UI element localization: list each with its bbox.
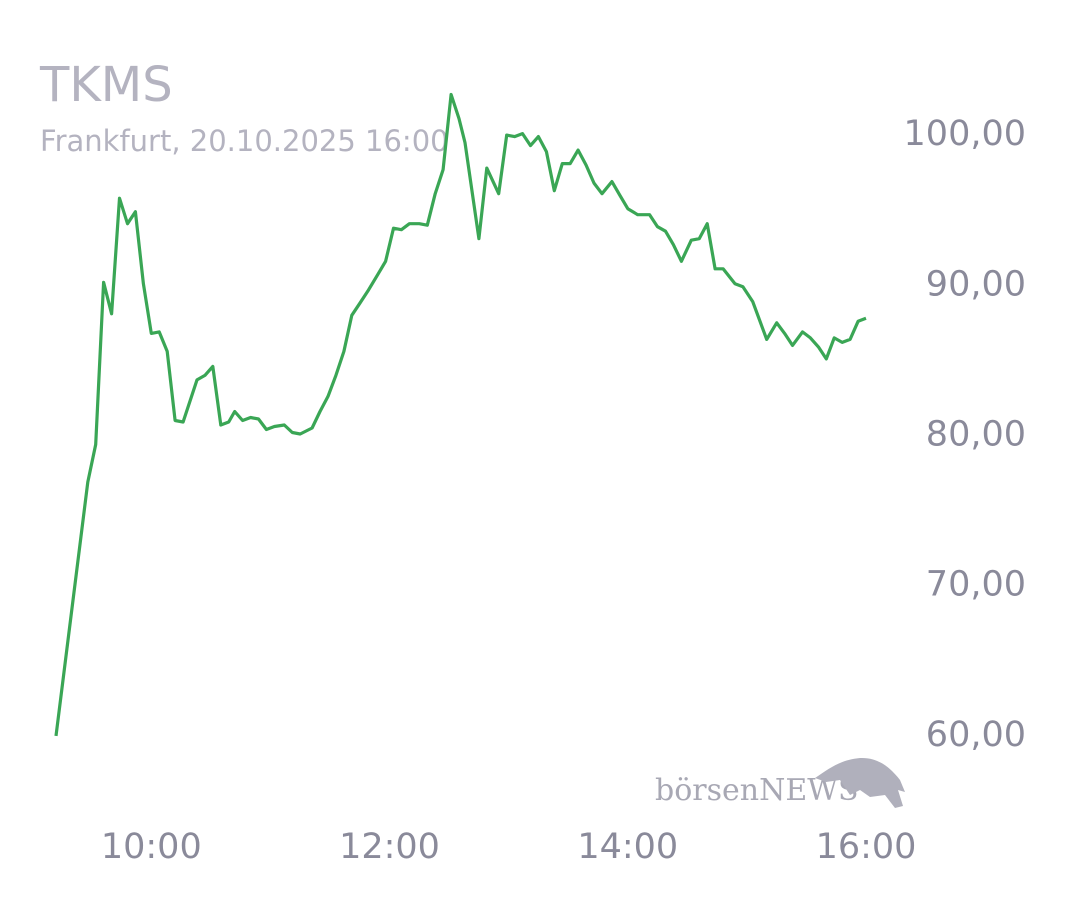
chart-title: TKMS bbox=[39, 57, 173, 113]
price-line bbox=[54, 92, 867, 737]
y-tick-label: 80,00 bbox=[926, 415, 1026, 455]
y-tick-label: 90,00 bbox=[926, 264, 1026, 304]
y-tick-label: 70,00 bbox=[926, 565, 1026, 605]
x-tick-label: 10:00 bbox=[101, 827, 202, 867]
x-tick-label: 12:00 bbox=[339, 827, 440, 867]
y-tick-label: 100,00 bbox=[904, 114, 1026, 154]
x-tick-label: 16:00 bbox=[816, 827, 917, 867]
x-tick-label: 14:00 bbox=[577, 827, 678, 867]
y-tick-label: 60,00 bbox=[926, 715, 1026, 755]
bull-logo bbox=[815, 757, 905, 808]
chart-subtitle: Frankfurt, 20.10.2025 16:00 bbox=[40, 124, 449, 158]
